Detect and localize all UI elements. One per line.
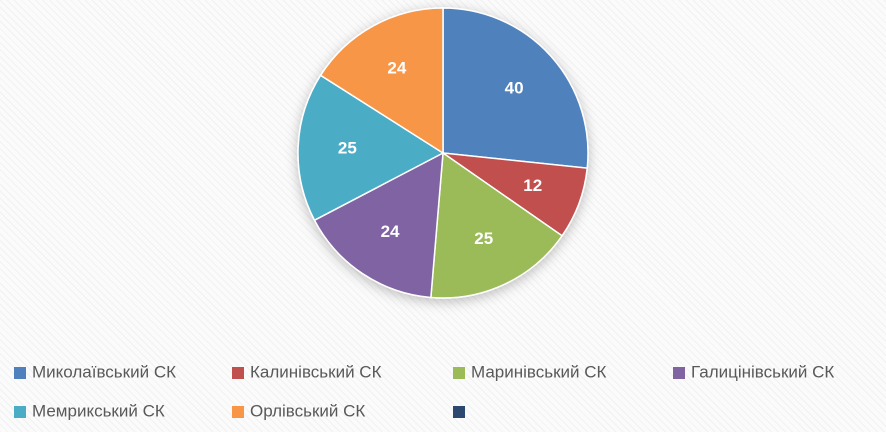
data-label: 24 xyxy=(387,59,406,78)
slice xyxy=(430,151,564,299)
legend-label: Миколаївський СК xyxy=(32,362,176,381)
legend-swatch xyxy=(14,406,26,418)
legend-swatch xyxy=(232,406,244,418)
legend-swatch xyxy=(14,367,26,379)
data-label: 24 xyxy=(381,222,400,241)
slice xyxy=(313,151,444,299)
legend-swatch xyxy=(453,406,465,418)
data-label: 25 xyxy=(338,138,357,157)
legend-label: Орлівський СК xyxy=(250,401,365,420)
slice xyxy=(297,74,445,222)
slice xyxy=(442,7,589,169)
legend-swatch xyxy=(453,367,465,379)
legend-label: Калинівський СК xyxy=(250,362,382,381)
legend-label: Маринівський СК xyxy=(471,362,607,381)
slice xyxy=(319,7,444,155)
legend-label: Галицінівський СК xyxy=(691,362,834,381)
data-label: 40 xyxy=(505,78,524,97)
data-label: 25 xyxy=(474,229,493,248)
legend-swatch xyxy=(673,367,685,379)
legend-label: Мемрикський СК xyxy=(32,401,165,420)
legend-swatch xyxy=(232,367,244,379)
data-label: 12 xyxy=(523,176,542,195)
pie xyxy=(297,7,589,299)
